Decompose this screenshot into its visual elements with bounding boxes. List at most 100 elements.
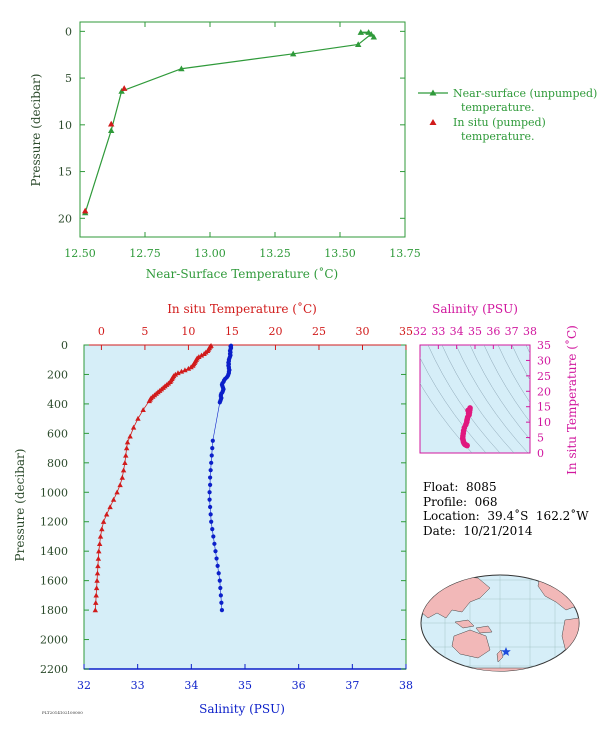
salinity-point-62 <box>219 600 224 605</box>
profile-date: Date: 10/21/2014 <box>423 523 533 538</box>
near-surface-y-label: Pressure (decibar) <box>29 74 43 187</box>
profile-bottom-tick-label-1: 33 <box>131 679 145 692</box>
profile-y-tick-label-6: 1200 <box>40 516 68 529</box>
float-info: Float: 8085 Profile: 068 Location: 39.4˚… <box>423 480 589 538</box>
profile-top-tick-label-4: 20 <box>268 325 282 338</box>
profile-top-tick-label-7: 35 <box>399 325 413 338</box>
temperature-point-48 <box>119 474 125 480</box>
salinity-point-50 <box>208 512 213 517</box>
temperature-point-45 <box>123 452 129 458</box>
near-surface-y-tick-label-0: 0 <box>65 25 72 38</box>
temperature-point-57 <box>96 541 103 546</box>
legend-label-pumped-1: In situ (pumped) <box>453 116 546 129</box>
profile-y-tick-label-10: 2000 <box>40 634 68 647</box>
map-land-maritime <box>454 619 493 634</box>
salinity-point-48 <box>207 497 212 502</box>
ts-y-tick-label-3: 15 <box>537 401 551 414</box>
profile-bottom-tick-label-6: 38 <box>399 679 413 692</box>
salinity-point-52 <box>210 526 215 532</box>
salinity-point-51 <box>209 519 214 524</box>
profile-bottom-tick-label-5: 37 <box>345 679 359 692</box>
profile-y-tick-label-4: 800 <box>47 457 68 470</box>
profile-y-tick-label-1: 200 <box>47 368 68 381</box>
temperature-point-50 <box>114 489 120 495</box>
salinity-point-54 <box>212 541 217 546</box>
map-land-australia <box>451 629 491 659</box>
profile-y-tick-label-3: 600 <box>47 427 68 440</box>
legend-label-unpumped-1: Near-surface (unpumped) <box>453 87 597 100</box>
near-surface-legend: Near-surface (unpumped) temperature. In … <box>418 87 597 143</box>
unpumped-point-6 <box>178 65 185 72</box>
salinity-point-57 <box>215 563 220 569</box>
ts-y-tick-label-4: 20 <box>537 385 551 398</box>
ts-y-tick-label-0: 0 <box>537 447 544 460</box>
unpumped-point-2 <box>357 29 364 35</box>
ts-contour-5 <box>469 345 530 440</box>
ts-y-tick-label-7: 35 <box>537 339 551 352</box>
near-surface-x-tick-label-1: 12.75 <box>129 247 161 260</box>
near-surface-y-tick-label-3: 15 <box>58 166 72 179</box>
salinity-point-61 <box>218 593 223 598</box>
temperature-point-44 <box>123 445 130 451</box>
near-surface-x-tick-label-5: 13.75 <box>389 247 421 260</box>
legend-marker-pumped <box>429 119 437 125</box>
map-land-antarctica <box>421 667 579 671</box>
unpumped-point-8 <box>108 127 115 133</box>
ts-y-tick-label-6: 30 <box>537 354 551 367</box>
ts-point-22 <box>465 410 472 417</box>
temperature-point-42 <box>127 433 133 439</box>
profile-bottom-tick-label-3: 35 <box>238 679 252 692</box>
footer-id: PLT2014102100000 <box>42 710 83 715</box>
salinity-point-49 <box>208 504 213 510</box>
ts-x-tick-label-4: 36 <box>486 325 500 338</box>
salinity-point-55 <box>213 549 218 554</box>
profile-top-tick-label-1: 5 <box>141 325 148 338</box>
temperature-point-59 <box>95 555 102 561</box>
legend-label-unpumped-2: temperature. <box>461 101 535 114</box>
near-surface-y-tick-label-4: 20 <box>58 212 72 225</box>
salinity-point-44 <box>208 468 213 473</box>
ts-x-tick-label-1: 33 <box>431 325 445 338</box>
ts-contour-6 <box>483 345 530 423</box>
profile-top-x-label: In situ Temperature (˚C) <box>167 301 317 316</box>
profile-top-tick-label-5: 25 <box>312 325 326 338</box>
temperature-point-63 <box>93 585 100 591</box>
salinity-point-42 <box>209 453 214 458</box>
temperature-point-39 <box>140 407 146 412</box>
profile-bottom-tick-label-2: 34 <box>184 679 198 692</box>
profile-y-label: Pressure (decibar) <box>13 449 27 562</box>
ts-x-tick-label-3: 35 <box>468 325 482 338</box>
temperature-point-18 <box>178 368 185 374</box>
profile-top-tick-label-0: 0 <box>98 325 105 338</box>
temperature-point-64 <box>93 592 99 598</box>
ts-contour-4 <box>455 345 529 453</box>
ts-point-20 <box>464 442 470 449</box>
map-land-south-america <box>561 617 579 669</box>
temperature-point-6 <box>201 351 207 356</box>
ts-x-tick-label-0: 32 <box>413 325 427 338</box>
float-location: Location: 39.4˚S 162.2˚W <box>423 509 589 523</box>
ts-x-tick-label-6: 38 <box>523 325 537 338</box>
near-surface-plot-frame <box>79 21 406 238</box>
near-surface-chart: 12.50 12.75 13.00 13.25 13.50 13.75 05101520 … <box>29 21 597 281</box>
salinity-point-59 <box>217 578 222 583</box>
ts-contour-3 <box>441 345 515 453</box>
temperature-point-15 <box>188 364 194 370</box>
profile-y-tick-label-0: 0 <box>61 339 68 352</box>
ts-diagram: 32 33 34 35 36 37 38 0 5 10 15 20 25 30 35 Salinity (… <box>413 302 579 475</box>
temperature-point-7 <box>198 352 205 358</box>
salinity-point-58 <box>216 571 221 576</box>
salinity-point-45 <box>208 475 213 480</box>
temperature-point-38 <box>146 398 152 404</box>
salinity-point-60 <box>218 585 223 591</box>
ts-x-tick-label-2: 34 <box>450 325 464 338</box>
ts-y-label: In situ Temperature (˚C) <box>564 325 579 475</box>
profile-top-tick-label-3: 15 <box>225 325 239 338</box>
profile-y-tick-label-5: 1000 <box>40 486 68 499</box>
temperature-point-60 <box>95 563 101 569</box>
location-map <box>420 574 580 672</box>
near-surface-x-tick-label-4: 13.50 <box>324 247 356 260</box>
ts-x-label: Salinity (PSU) <box>432 302 518 316</box>
near-surface-series-line <box>84 31 375 213</box>
profile-y-tick-label-2: 400 <box>47 398 68 411</box>
